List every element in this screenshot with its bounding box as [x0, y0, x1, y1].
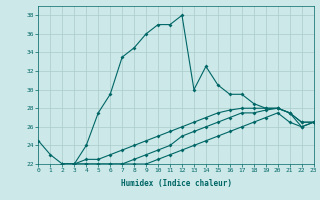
X-axis label: Humidex (Indice chaleur): Humidex (Indice chaleur) [121, 179, 231, 188]
